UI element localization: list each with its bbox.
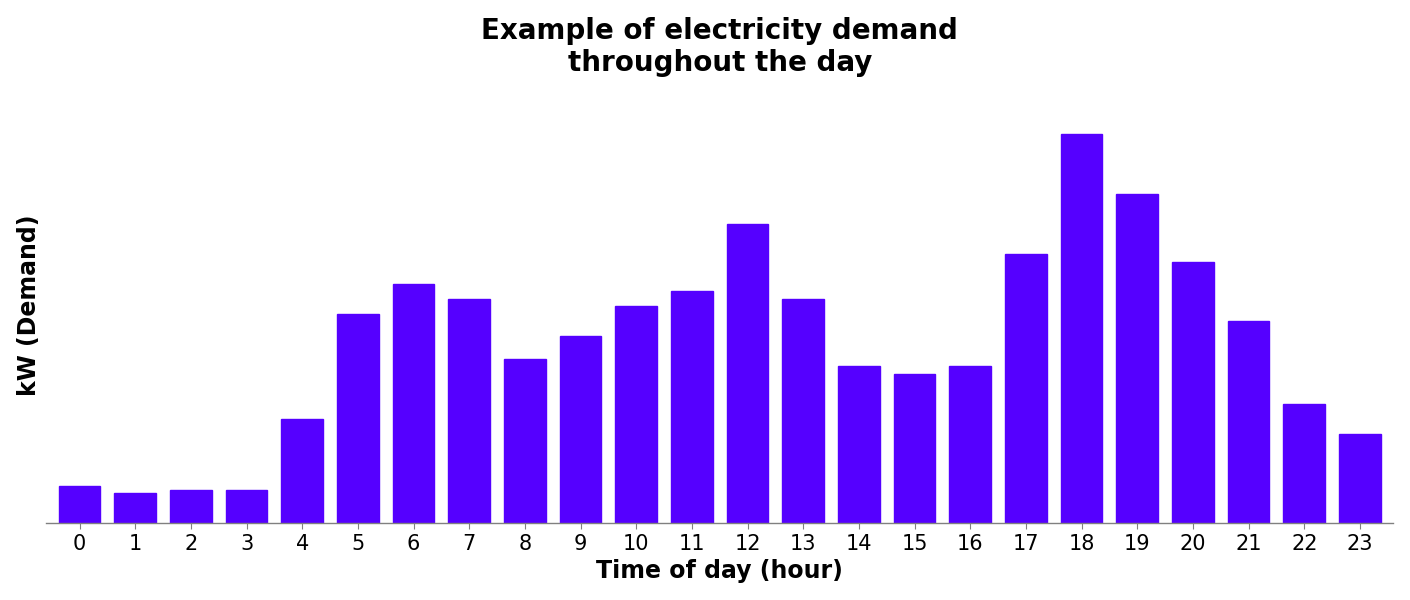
Bar — [503, 359, 546, 523]
Y-axis label: kW (Demand): kW (Demand) — [17, 215, 41, 396]
Bar — [1340, 434, 1380, 523]
Bar — [393, 284, 434, 523]
Bar — [838, 366, 880, 523]
Bar — [282, 419, 323, 523]
Bar — [1117, 194, 1158, 523]
Bar — [171, 490, 212, 523]
Bar — [615, 307, 657, 523]
Bar — [560, 337, 602, 523]
Bar — [1060, 134, 1103, 523]
Bar — [783, 299, 825, 523]
Bar — [1005, 254, 1046, 523]
X-axis label: Time of day (hour): Time of day (hour) — [596, 559, 843, 583]
Bar — [894, 374, 935, 523]
Bar — [1228, 322, 1269, 523]
Bar — [1283, 404, 1325, 523]
Bar — [448, 299, 491, 523]
Bar — [337, 314, 379, 523]
Title: Example of electricity demand
throughout the day: Example of electricity demand throughout… — [481, 17, 959, 77]
Bar — [671, 292, 713, 523]
Bar — [226, 490, 268, 523]
Bar — [726, 224, 768, 523]
Bar — [59, 486, 100, 523]
Bar — [1172, 262, 1214, 523]
Bar — [114, 493, 157, 523]
Bar — [949, 366, 991, 523]
